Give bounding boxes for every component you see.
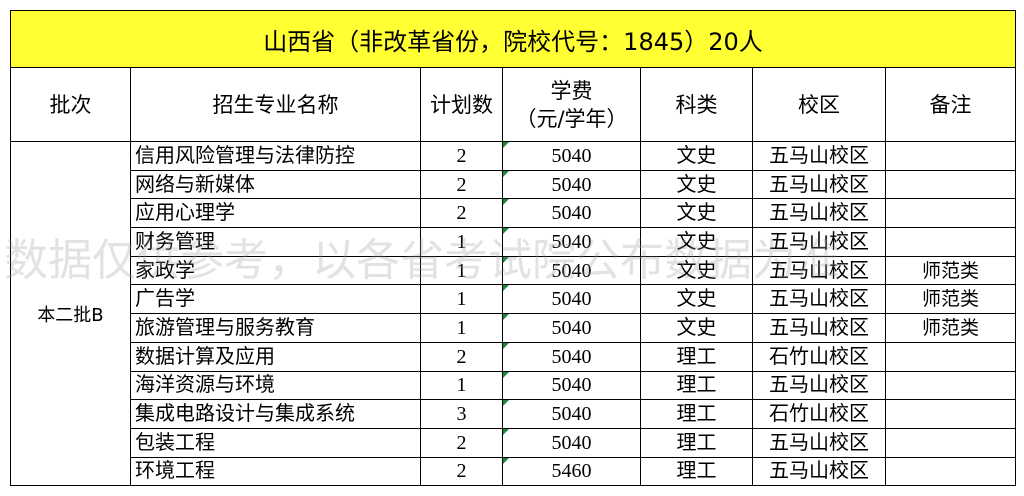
plan-count: 1 (420, 227, 503, 257)
tuition: 5040 (502, 227, 641, 257)
remark (884, 341, 1017, 372)
major-name: 信用风险管理与法律防控 (130, 141, 421, 171)
remark (884, 427, 1017, 458)
data-row: 财务管理 1 5040 文史 五马山校区 (11, 227, 1017, 257)
data-row: 广告学 1 5040 文史 五马山校区 师范类 (11, 284, 1017, 315)
major-name: 海洋资源与环境 (130, 370, 421, 401)
campus: 五马山校区 (752, 227, 886, 257)
major-name: 环境工程 (130, 456, 421, 487)
plan-count: 2 (420, 427, 503, 458)
column-header: 批次 (10, 67, 131, 142)
column-header: 招生专业名称 (130, 67, 421, 142)
tuition: 5040 (502, 284, 641, 315)
major-name: 数据计算及应用 (130, 341, 421, 372)
tuition: 5040 (502, 341, 641, 372)
plan-count: 2 (420, 141, 503, 171)
remark (884, 456, 1017, 487)
tuition: 5040 (502, 198, 641, 229)
admission-table: 山西省（非改革省份，院校代号：1845）20人 批次 招生专业名称 计划数 学费 （元… (9, 10, 1017, 487)
remark (884, 141, 1017, 171)
subject-type: 理工 (640, 399, 753, 429)
plan-count: 2 (420, 198, 503, 229)
major-name: 应用心理学 (130, 198, 421, 229)
subject-type: 文史 (640, 198, 753, 229)
tuition: 5040 (502, 169, 641, 200)
campus: 五马山校区 (752, 255, 886, 286)
campus: 五马山校区 (752, 141, 886, 171)
tuition: 5040 (502, 399, 641, 429)
major-name: 家政学 (130, 255, 421, 286)
remark: 师范类 (884, 284, 1017, 315)
plan-count: 3 (420, 399, 503, 429)
remark (884, 399, 1017, 429)
remark (884, 169, 1017, 200)
data-row: 数据计算及应用 2 5040 理工 石竹山校区 (11, 341, 1017, 372)
title-row: 山西省（非改革省份，院校代号：1845）20人 (9, 10, 1017, 68)
subject-type: 文史 (640, 169, 753, 200)
major-name: 旅游管理与服务教育 (130, 313, 421, 343)
header-row: 批次 招生专业名称 计划数 学费 （元/学年） 科类 校区 备注 (10, 67, 1017, 142)
subject-type: 文史 (640, 284, 753, 315)
major-name: 网络与新媒体 (130, 169, 421, 200)
remark: 师范类 (884, 313, 1017, 343)
data-row: 应用心理学 2 5040 文史 五马山校区 (11, 198, 1017, 229)
subject-type: 文史 (640, 255, 753, 286)
batch-cell: 本二批B (10, 140, 131, 487)
tuition: 5040 (502, 427, 641, 458)
table-body: 山西省（非改革省份，院校代号：1845）20人 批次 招生专业名称 计划数 学费 （元… (9, 10, 1017, 487)
major-name: 广告学 (130, 284, 421, 315)
data-row: 旅游管理与服务教育 1 5040 文史 五马山校区 师范类 (11, 313, 1017, 343)
tuition: 5040 (502, 370, 641, 401)
remark (884, 198, 1017, 229)
major-name: 集成电路设计与集成系统 (130, 399, 421, 429)
column-header: 计划数 (420, 67, 503, 142)
campus: 五马山校区 (752, 284, 886, 315)
data-row: 包装工程 2 5040 理工 五马山校区 (11, 427, 1017, 458)
column-header: 学费 （元/学年） (502, 67, 641, 142)
data-row: 本二批B 信用风险管理与法律防控 2 5040 文史 五马山校区 (10, 140, 1017, 487)
plan-count: 1 (420, 284, 503, 315)
subject-type: 理工 (640, 341, 753, 372)
tuition: 5040 (502, 255, 641, 286)
tuition: 5040 (502, 313, 641, 343)
plan-count: 1 (420, 255, 503, 286)
subject-type: 理工 (640, 427, 753, 458)
subject-type: 理工 (640, 370, 753, 401)
campus: 五马山校区 (752, 456, 886, 487)
remark (884, 227, 1017, 257)
major-name: 包装工程 (130, 427, 421, 458)
data-row: 家政学 1 5040 文史 五马山校区 师范类 (11, 255, 1017, 286)
campus: 五马山校区 (752, 370, 886, 401)
column-header: 科类 (640, 67, 753, 142)
subject-type: 文史 (640, 227, 753, 257)
plan-count: 2 (420, 456, 503, 487)
subject-type: 文史 (640, 141, 753, 171)
column-header: 校区 (752, 67, 886, 142)
remark (884, 370, 1017, 401)
tuition: 5040 (502, 141, 641, 171)
column-header: 备注 (884, 67, 1017, 142)
campus: 五马山校区 (752, 169, 886, 200)
subject-type: 文史 (640, 313, 753, 343)
campus: 五马山校区 (752, 198, 886, 229)
table-title: 山西省（非改革省份，院校代号：1845）20人 (9, 10, 1017, 68)
tuition: 5460 (502, 456, 641, 487)
major-name: 财务管理 (130, 227, 421, 257)
data-row: 海洋资源与环境 1 5040 理工 五马山校区 (11, 370, 1017, 401)
subject-type: 理工 (640, 456, 753, 487)
plan-count: 2 (420, 169, 503, 200)
campus: 石竹山校区 (752, 399, 886, 429)
plan-count: 2 (420, 341, 503, 372)
campus: 五马山校区 (752, 427, 886, 458)
remark: 师范类 (884, 255, 1017, 286)
campus: 五马山校区 (752, 313, 886, 343)
campus: 石竹山校区 (752, 341, 886, 372)
plan-count: 1 (420, 313, 503, 343)
data-row: 环境工程 2 5460 理工 五马山校区 (11, 456, 1017, 487)
data-row: 网络与新媒体 2 5040 文史 五马山校区 (11, 169, 1017, 200)
plan-count: 1 (420, 370, 503, 401)
data-row: 集成电路设计与集成系统 3 5040 理工 石竹山校区 (11, 399, 1017, 429)
